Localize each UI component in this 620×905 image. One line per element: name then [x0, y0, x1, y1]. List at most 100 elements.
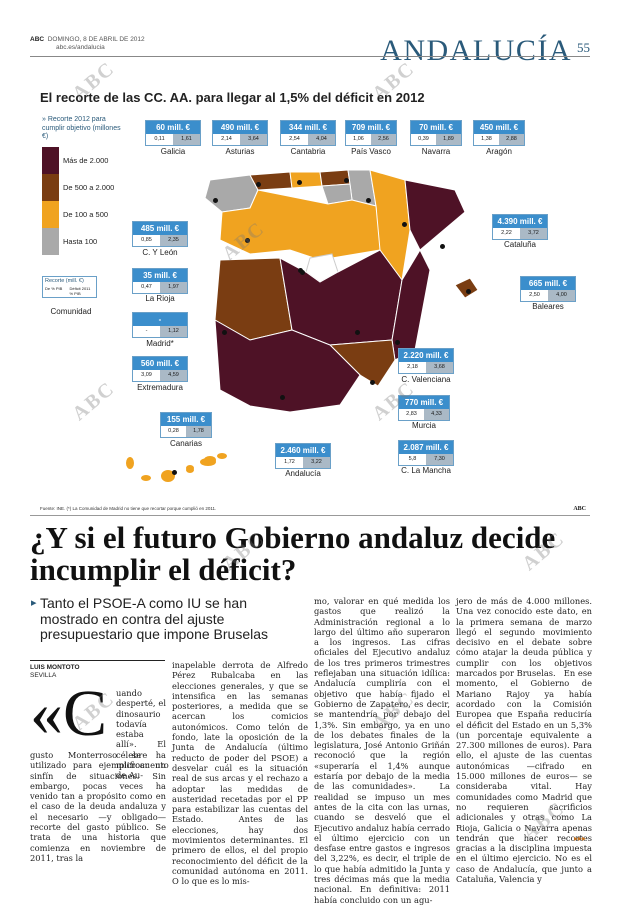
- region-v2: 3,64: [240, 134, 267, 145]
- article-subhead: Tanto el PSOE-A como IU se han mostrado …: [31, 595, 295, 643]
- article-column-3: mo, valorar en qué medida los gastos que…: [314, 596, 450, 905]
- region-name: Andalucía: [285, 469, 321, 478]
- region-v1: 5,8: [408, 456, 417, 462]
- region-name: C. Y León: [142, 248, 178, 257]
- region-v1: 2,83: [406, 411, 417, 417]
- region-name: Madrid*: [146, 339, 174, 348]
- region-amount: 2.460 mill. €: [276, 444, 330, 457]
- region-asturias: [249, 171, 293, 191]
- region-v2: 3,68: [426, 362, 453, 373]
- region-values: 2,22 3,72: [493, 228, 547, 239]
- region-box-pais-vasco: 709 mill. € 1,06 2,56: [345, 120, 397, 146]
- region-v1: -: [145, 328, 148, 334]
- region-values: 5,8 7,30: [399, 454, 453, 465]
- chart-credit: ABC: [573, 506, 586, 512]
- region-values: 2,50 4,00: [521, 290, 575, 301]
- region-values: 2,83 4,33: [399, 409, 449, 420]
- legend-label: Hasta 100: [63, 237, 98, 246]
- region-v2: 7,30: [426, 454, 453, 465]
- region-box-la-rioja: 35 mill. € 0,47 1,97: [132, 268, 188, 294]
- region-castilla-leon: [219, 189, 381, 261]
- region-amount: 560 mill. €: [133, 357, 187, 370]
- leader-dot: [256, 182, 261, 187]
- region-v2: 1,61: [173, 134, 200, 145]
- issue-date: DOMINGO, 8 DE ABRIL DE 2012: [47, 36, 145, 43]
- region-name: Baleares: [532, 302, 564, 311]
- legend-label: Más de 2.000: [63, 156, 109, 165]
- key-right: Déficit 2011 % PIB: [69, 286, 91, 296]
- key-values: De % PIB Déficit 2011 % PIB: [43, 285, 96, 297]
- leader-dot: [300, 270, 305, 275]
- region-v2: 1,78: [186, 426, 211, 437]
- article-column-4: jero de más de 4.000 millones. Una vez c…: [456, 596, 592, 885]
- region-name: Canarias: [169, 439, 202, 448]
- region-box-murcia: 770 mill. € 2,83 4,33: [398, 395, 450, 421]
- article-headline: ¿Y si el futuro Gobierno andaluz decide …: [30, 520, 556, 587]
- legend-swatch: [42, 147, 59, 174]
- leader-dot: [440, 244, 445, 249]
- legend-swatch: [42, 174, 59, 201]
- region-v2: 4,33: [424, 409, 449, 420]
- canarias-island: [186, 467, 194, 473]
- infographic-title: El recorte de las CC. AA. para llegar al…: [40, 90, 425, 105]
- region-v2: 4,59: [160, 370, 187, 381]
- leader-dot: [370, 380, 375, 385]
- region-la-mancha: [279, 249, 403, 346]
- region-v1: 2,50: [529, 292, 540, 298]
- region-box-madrid: - -1,12: [132, 312, 188, 338]
- region-box-andalucia: 2.460 mill. € 1,72 3,22: [275, 443, 331, 469]
- region-values: 1,06 2,56: [346, 134, 396, 145]
- author: LUIS MONTOTO: [30, 664, 80, 671]
- region-name: C. Valenciana: [401, 375, 451, 384]
- region-v2: 2,35: [160, 235, 187, 246]
- region-values: 0,47 1,97: [133, 282, 187, 293]
- region-values: 0,85 2,35: [133, 235, 187, 246]
- region-box-extremadura: 560 mill. € 3,09 4,59: [132, 356, 188, 382]
- region-v1: 0,85: [141, 237, 152, 243]
- masthead-info: ABC DOMINGO, 8 DE ABRIL DE 2012 abc.es/a…: [30, 36, 145, 52]
- region-name: Murcia: [411, 421, 436, 430]
- region-values: 0,11 1,61: [146, 134, 200, 145]
- leader-dot: [395, 340, 400, 345]
- region-name: País Vasco: [351, 147, 391, 156]
- region-box-navarra: 70 mill. € 0,39 1,89: [410, 120, 462, 146]
- page-number: 55: [577, 40, 590, 55]
- region-amount: -: [133, 313, 187, 326]
- leader-dot: [402, 222, 407, 227]
- region-v2: 3,72: [520, 228, 547, 239]
- region-amount: 485 mill. €: [133, 222, 187, 235]
- legend-swatch: [42, 228, 59, 255]
- site-link[interactable]: abc.es/andalucia: [56, 44, 105, 51]
- chart-source: Fuente: INE. (*) La Comunidad de Madrid …: [40, 506, 217, 511]
- byline-rule: [30, 660, 165, 661]
- region-v1: 2,22: [501, 230, 512, 236]
- leader-dot: [297, 180, 302, 185]
- region-v1: 1,72: [284, 459, 295, 465]
- canarias-map: [126, 453, 227, 482]
- article-lead: uando desperté, el dinosaurio todavía es…: [116, 688, 169, 781]
- leader-dot: [222, 330, 227, 335]
- region-amount: 70 mill. €: [411, 121, 461, 134]
- region-name: Navarra: [421, 147, 451, 156]
- paper-name: ABC: [30, 36, 45, 43]
- region-v1: 2,14: [221, 136, 232, 142]
- leader-dot: [344, 178, 349, 183]
- region-v1: 0,39: [418, 136, 429, 142]
- leader-dot: [280, 395, 285, 400]
- region-values: 1,38 2,88: [474, 134, 524, 145]
- legend-label: De 500 a 2.000: [63, 183, 115, 192]
- region-values: 2,14 3,64: [213, 134, 267, 145]
- leader-dot: [172, 470, 177, 475]
- byline: LUIS MONTOTO SEVILLA: [30, 664, 80, 680]
- chart-rule: [30, 515, 590, 516]
- region-name: Extremadura: [137, 383, 183, 392]
- region-v2: 4,00: [548, 290, 575, 301]
- region-amount: 2.220 mill. €: [399, 349, 453, 362]
- key-box: Recorte (mill. €) De % PIB Déficit 2011 …: [42, 276, 97, 298]
- region-box-castilla-leon: 485 mill. € 0,85 2,35: [132, 221, 188, 247]
- region-box-galicia: 60 mill. € 0,11 1,61: [145, 120, 201, 146]
- canarias-island: [141, 475, 151, 481]
- canarias-island: [126, 457, 134, 469]
- region-v1: 0,11: [154, 136, 165, 142]
- article-column-2: inapelable derrota de Alfredo Pérez Ruba…: [172, 660, 308, 887]
